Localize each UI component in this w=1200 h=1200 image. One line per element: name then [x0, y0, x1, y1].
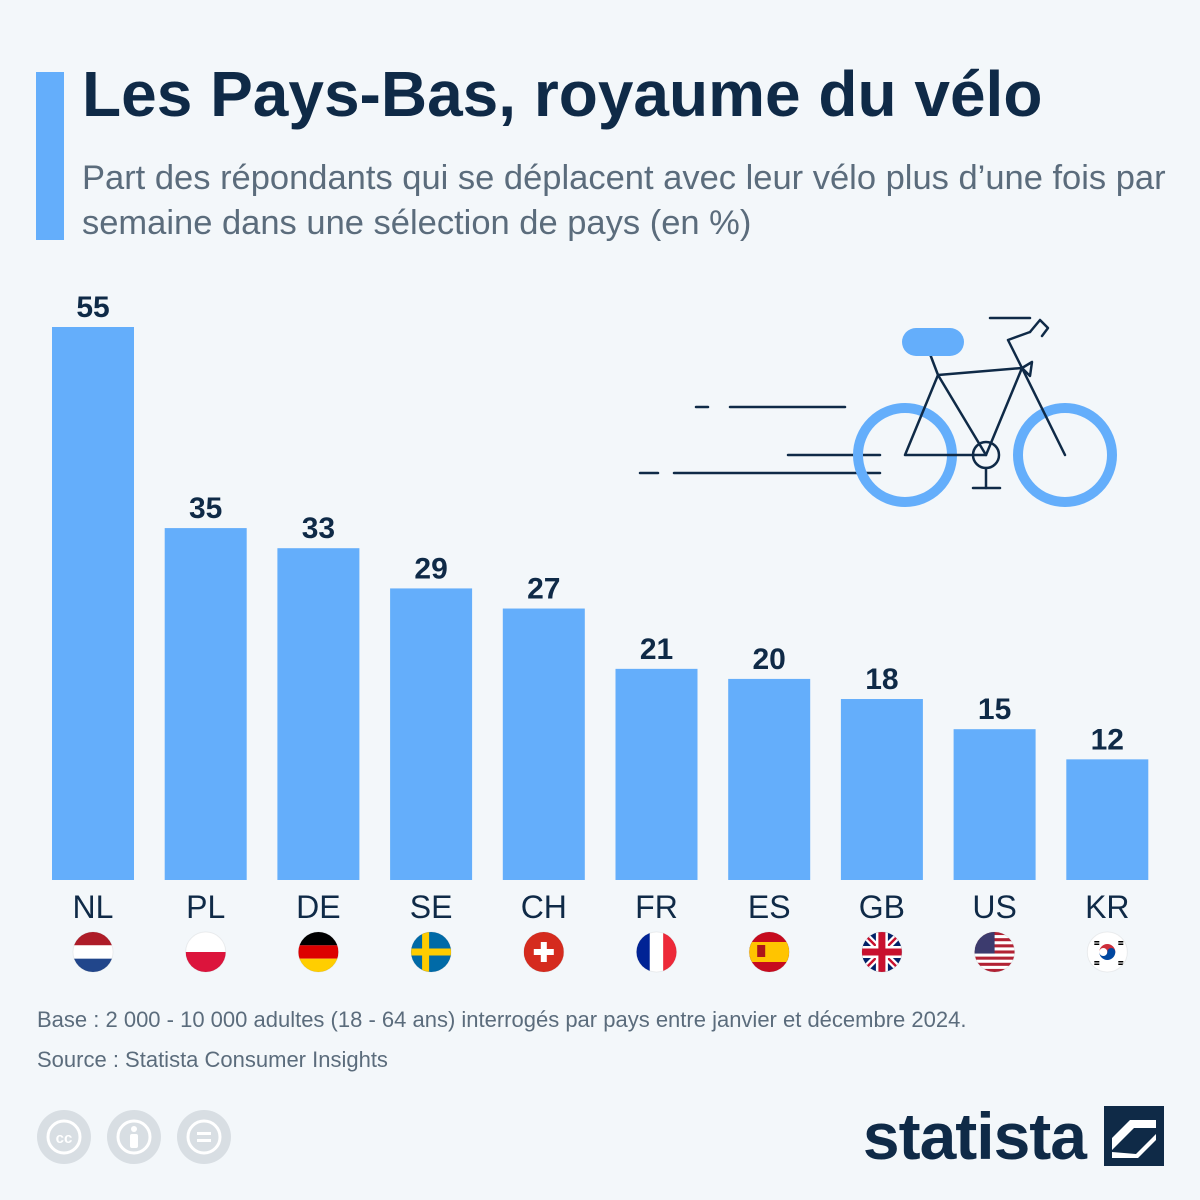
netherlands-flag-icon [72, 931, 114, 973]
bar-chart: 55 35 33 29 27 21 20 18 15 12 NL PL DE SE CH FR ES GB US K… [52, 291, 1149, 973]
bicycle-icon [638, 316, 1117, 507]
license-icons: cc [37, 1110, 231, 1164]
united-states-flag-icon [974, 931, 1016, 973]
spain-flag-icon [748, 931, 790, 973]
attribution-icon[interactable] [107, 1110, 161, 1164]
bar-us [953, 729, 1036, 880]
value-label-se: 29 [414, 552, 447, 585]
value-label-de: 33 [302, 512, 335, 545]
statista-logo-icon [1104, 1106, 1164, 1166]
title-accent-bar [36, 72, 64, 240]
category-label-pl: PL [186, 889, 225, 925]
south-korea-flag-icon [1086, 931, 1128, 973]
bar-kr [1066, 759, 1149, 880]
bar-se [390, 588, 473, 880]
bar-es [728, 678, 811, 880]
value-label-pl: 35 [189, 492, 222, 525]
category-label-ch: CH [521, 889, 567, 925]
value-label-nl: 55 [76, 291, 109, 324]
value-label-gb: 18 [865, 663, 898, 696]
bar-ch [502, 608, 585, 880]
base-note: Base : 2 000 - 10 000 adultes (18 - 64 a… [37, 1007, 967, 1032]
category-label-nl: NL [73, 889, 114, 925]
value-label-es: 20 [753, 643, 786, 676]
value-label-ch: 27 [527, 573, 560, 606]
value-label-us: 15 [978, 693, 1011, 726]
no-derivatives-icon[interactable] [177, 1110, 231, 1164]
chart-subtitle: Part des répondants qui se déplacent ave… [82, 159, 1166, 242]
category-label-gb: GB [859, 889, 905, 925]
chart-title: Les Pays-Bas, royaume du vélo [82, 58, 1043, 130]
france-flag-icon [636, 931, 677, 973]
bar-de [277, 548, 360, 880]
creative-commons-icon[interactable]: cc [37, 1110, 91, 1164]
united-kingdom-flag-icon [861, 931, 903, 973]
poland-flag-icon [185, 931, 227, 973]
sweden-flag-icon [410, 931, 452, 973]
brand-name: statista [862, 1099, 1087, 1173]
category-label-es: ES [748, 889, 791, 925]
statista-logo: statista [863, 1098, 1164, 1174]
category-label-fr: FR [635, 889, 678, 925]
category-label-kr: KR [1085, 889, 1129, 925]
value-label-kr: 12 [1091, 723, 1124, 756]
category-label-de: DE [296, 889, 340, 925]
bar-nl [52, 327, 134, 880]
switzerland-flag-icon [523, 931, 565, 973]
bar-gb [840, 699, 923, 880]
footnote: Base : 2 000 - 10 000 adultes (18 - 64 a… [37, 1000, 1167, 1080]
value-label-fr: 21 [640, 633, 673, 666]
bar-fr [615, 668, 698, 880]
svg-text:cc: cc [56, 1130, 73, 1147]
bar-pl [164, 528, 247, 880]
germany-flag-icon [297, 931, 339, 973]
category-label-se: SE [410, 889, 453, 925]
source-note: Source : Statista Consumer Insights [37, 1047, 388, 1072]
category-label-us: US [972, 889, 1016, 925]
